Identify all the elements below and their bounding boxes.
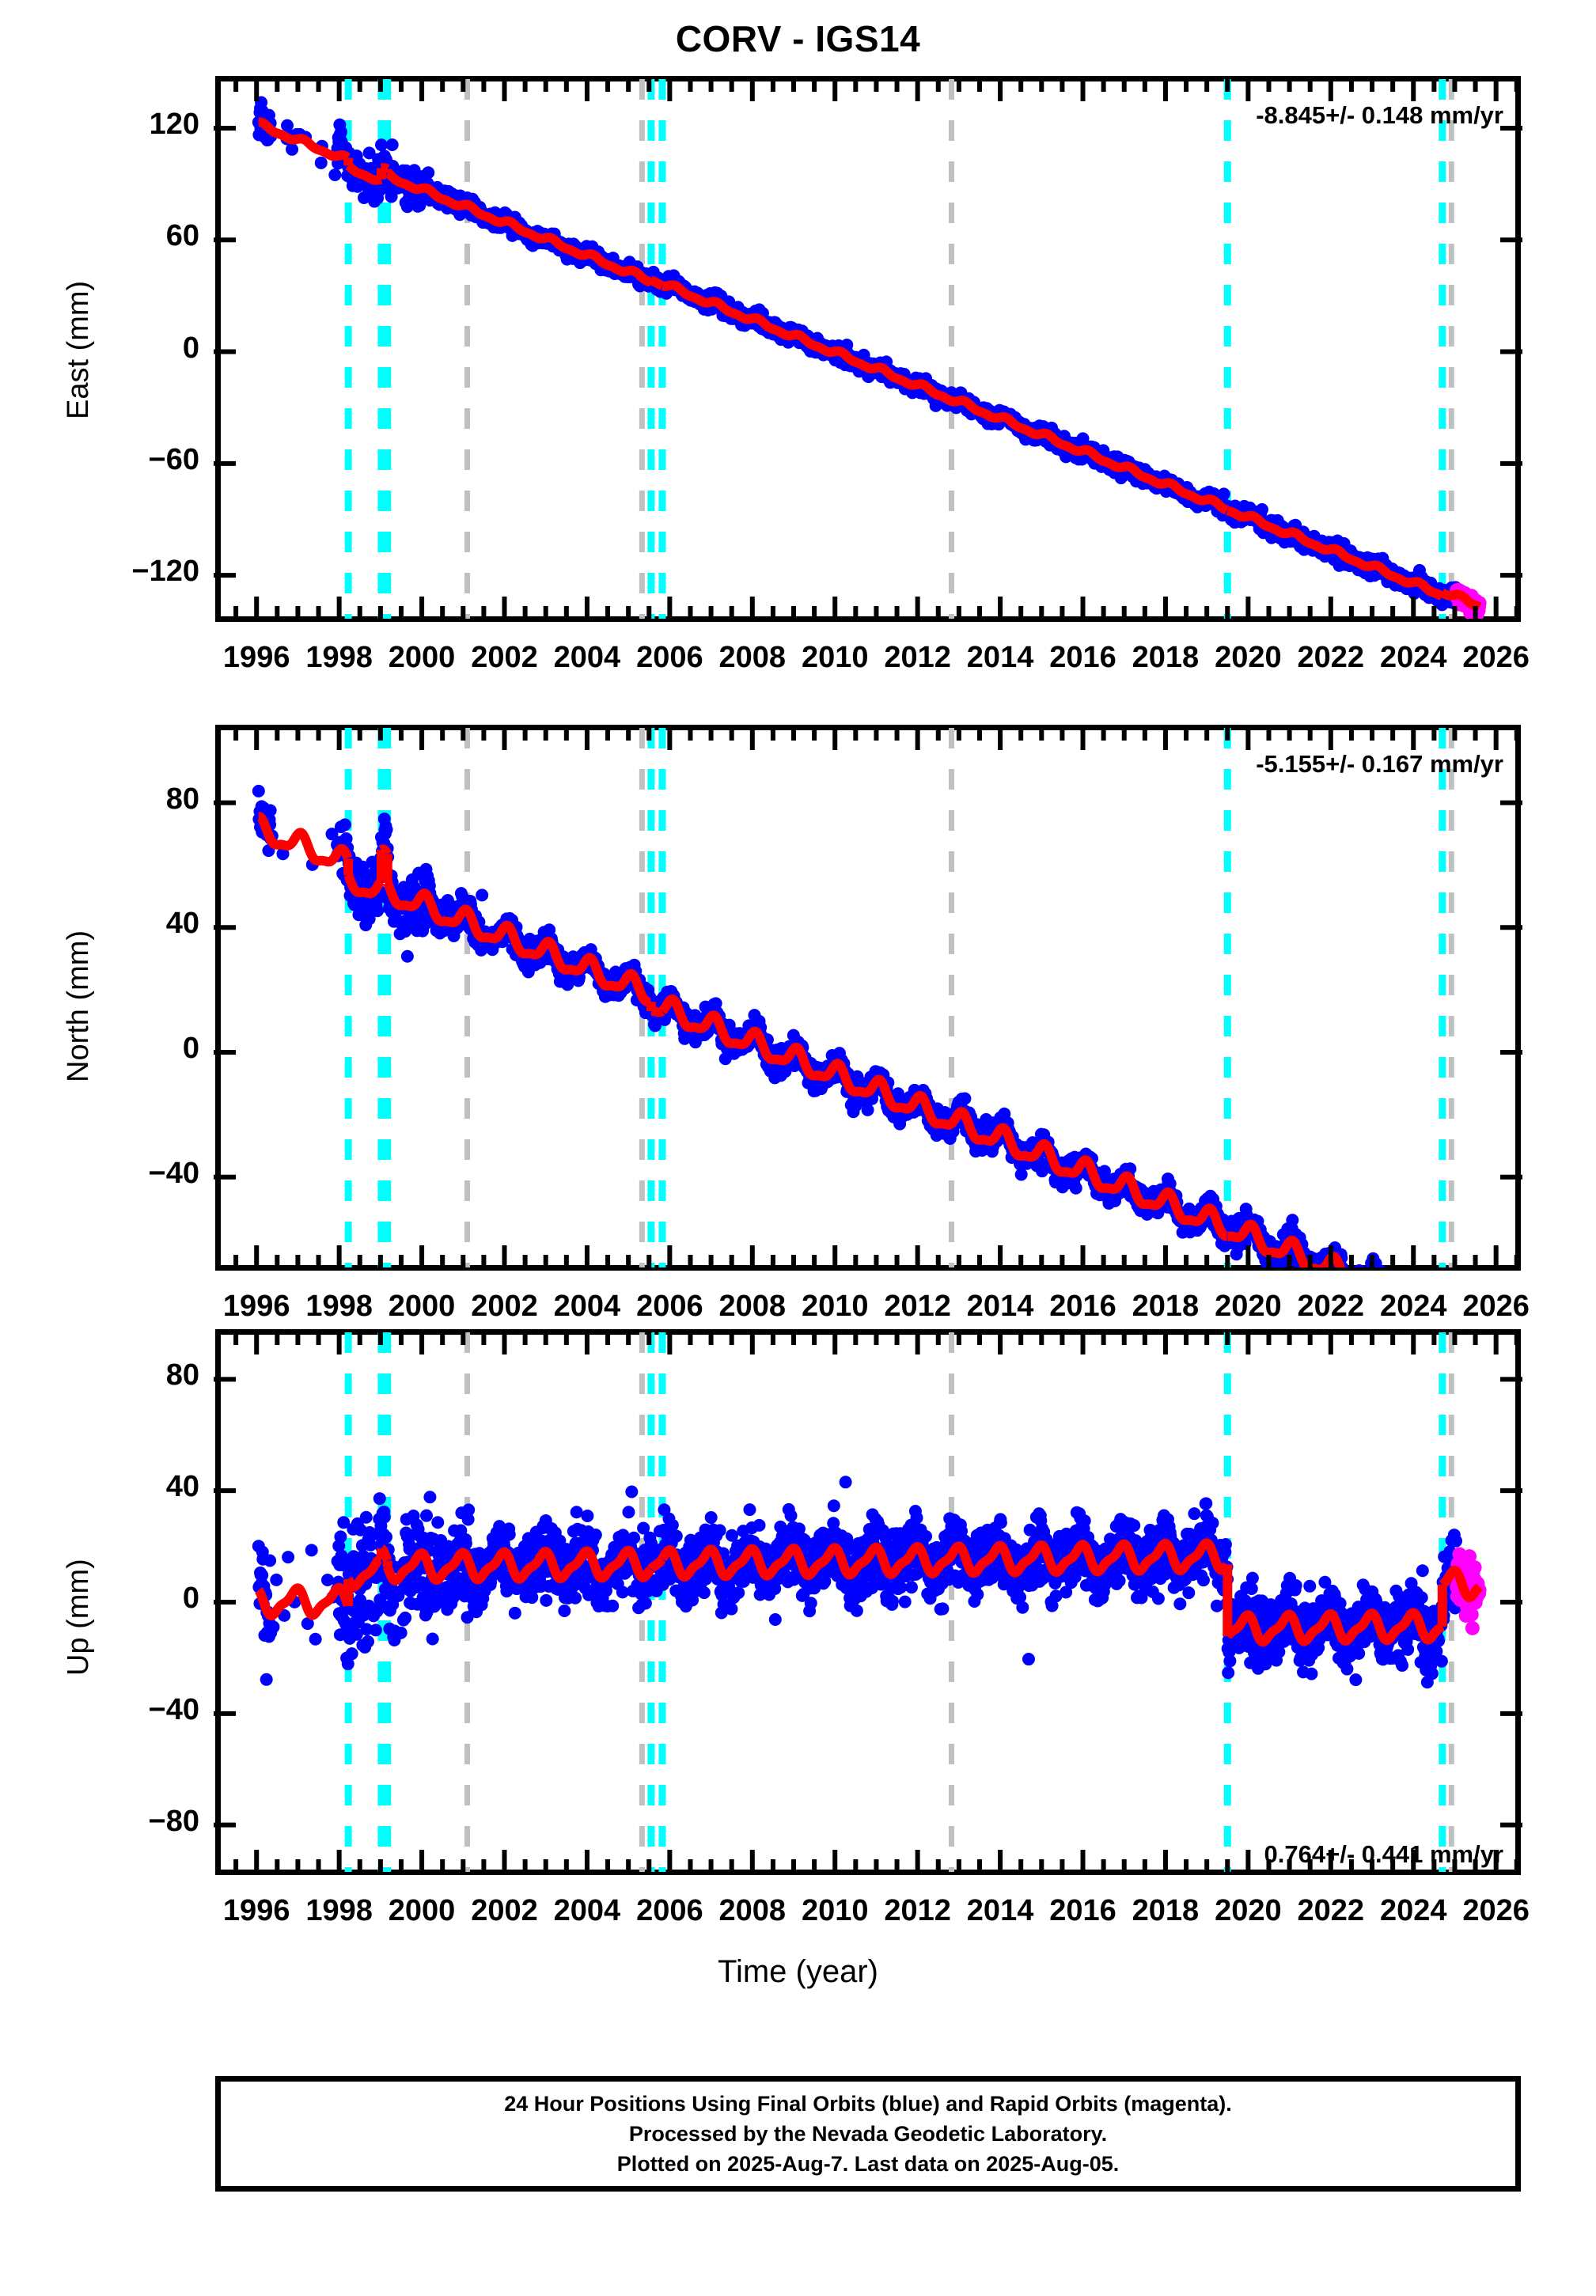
panel-north-xtick: 2020 [1215,1290,1282,1323]
panel-north-xtick: 2010 [801,1290,869,1323]
panel-east-xtick: 2012 [884,641,951,674]
panel-north-xtick: 2012 [884,1290,951,1323]
panel-east-ytick: −60 [148,442,199,476]
panel-east-xtick: 2008 [718,641,787,674]
panel-east-xtick: 2016 [1049,641,1116,674]
panel-east-frame [215,76,1521,622]
panel-north-xtick: 2008 [718,1290,787,1323]
panel-east-xtick: 2006 [636,641,703,674]
panel-north-xtick: 2002 [471,1290,538,1323]
panel-north-ytick: 80 [165,782,199,816]
panel-north-frame [215,725,1521,1271]
panel-up-xtick: 2016 [1049,1894,1116,1927]
panel-north-xtick: 2004 [553,1290,621,1323]
panel-up-ytick: 0 [182,1582,199,1615]
panel-up-xtick: 2004 [553,1894,621,1927]
panel-up-xtick: 2002 [471,1894,538,1927]
panel-east-xtick: 2010 [801,641,869,674]
panel-north-xtick: 2024 [1379,1290,1447,1323]
panel-east-xtick: 2004 [553,641,621,674]
panel-up-xtick: 2024 [1379,1894,1447,1927]
caption-box: 24 Hour Positions Using Final Orbits (bl… [215,2076,1521,2192]
panel-north-xtick: 2000 [388,1290,456,1323]
panel-north-xtick: 1996 [222,1290,290,1323]
panel-east-xtick: 2014 [966,641,1034,674]
panel-east-xtick: 1998 [305,641,373,674]
panel-up-ytick: −80 [148,1804,199,1838]
panel-north-ytick: 0 [182,1032,199,1065]
panel-up-xtick: 2022 [1297,1894,1365,1927]
panel-north-ytick: 40 [165,907,199,941]
panel-east-xtick: 2002 [471,641,538,674]
caption-line-1: 24 Hour Positions Using Final Orbits (bl… [504,2091,1232,2116]
panel-east-ytick: 120 [149,107,199,141]
panel-east-xtick: 2024 [1379,641,1447,674]
panel-up-ytick: 40 [165,1470,199,1504]
panel-up-xtick: 2026 [1462,1894,1530,1927]
panel-up-xtick: 1998 [305,1894,373,1927]
panel-north-xtick: 2016 [1049,1290,1116,1323]
caption-line-2: Processed by the Nevada Geodetic Laborat… [628,2121,1108,2146]
caption-line-3: Plotted on 2025-Aug-7. Last data on 2025… [616,2152,1120,2177]
panel-up-xtick: 2010 [801,1894,869,1927]
panel-north-xtick: 2006 [636,1290,703,1323]
panel-east-ytick: 0 [182,331,199,365]
panel-east-xtick: 2020 [1215,641,1282,674]
panel-east-xtick: 2018 [1132,641,1200,674]
panel-east-xtick: 1996 [222,641,290,674]
panel-up-xtick: 2012 [884,1894,951,1927]
page-title: CORV - IGS14 [675,18,921,59]
panel-up-xtick: 2006 [636,1894,703,1927]
panel-north-xtick: 2022 [1297,1290,1365,1323]
panel-east-ytick: 60 [165,219,199,253]
panel-north-xtick: 2026 [1462,1290,1530,1323]
panel-east-ytick: −120 [131,555,199,589]
panel-up-frame [215,1329,1521,1875]
panel-up-xtick: 2000 [388,1894,456,1927]
panel-north-xtick: 2014 [966,1290,1034,1323]
panel-up-xtick: 2020 [1215,1894,1282,1927]
panel-up-rate: 0.764+/- 0.441 mm/yr [1264,1840,1503,1868]
panel-north-rate: -5.155+/- 0.167 mm/yr [1256,750,1503,778]
panel-up-xtick: 2018 [1132,1894,1200,1927]
panel-up-ylabel: Up (mm) [62,1559,95,1676]
panel-north-xtick: 1998 [305,1290,373,1323]
panel-east-rate: -8.845+/- 0.148 mm/yr [1256,101,1503,129]
panel-east-xtick: 2000 [388,641,456,674]
panel-up-xtick: 2008 [718,1894,787,1927]
panel-east-xtick: 2022 [1297,641,1365,674]
panel-east-xtick: 2026 [1462,641,1530,674]
panel-up-xtick: 1996 [222,1894,290,1927]
panel-up-xtick: 2014 [966,1894,1034,1927]
x-axis-label: Time (year) [718,1954,878,1989]
panel-up-ytick: −40 [148,1692,199,1726]
panel-north-ytick: −40 [148,1156,199,1190]
panel-north-xtick: 2018 [1132,1290,1200,1323]
panel-up-ytick: 80 [165,1358,199,1392]
